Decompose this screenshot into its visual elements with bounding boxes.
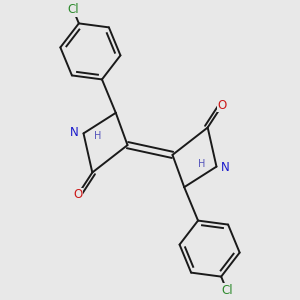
Text: N: N xyxy=(70,127,79,140)
Text: N: N xyxy=(221,160,230,173)
Text: O: O xyxy=(73,188,82,202)
Text: H: H xyxy=(94,131,102,141)
Text: O: O xyxy=(218,98,227,112)
Text: Cl: Cl xyxy=(67,3,79,16)
Text: H: H xyxy=(198,159,206,169)
Text: Cl: Cl xyxy=(221,284,233,297)
